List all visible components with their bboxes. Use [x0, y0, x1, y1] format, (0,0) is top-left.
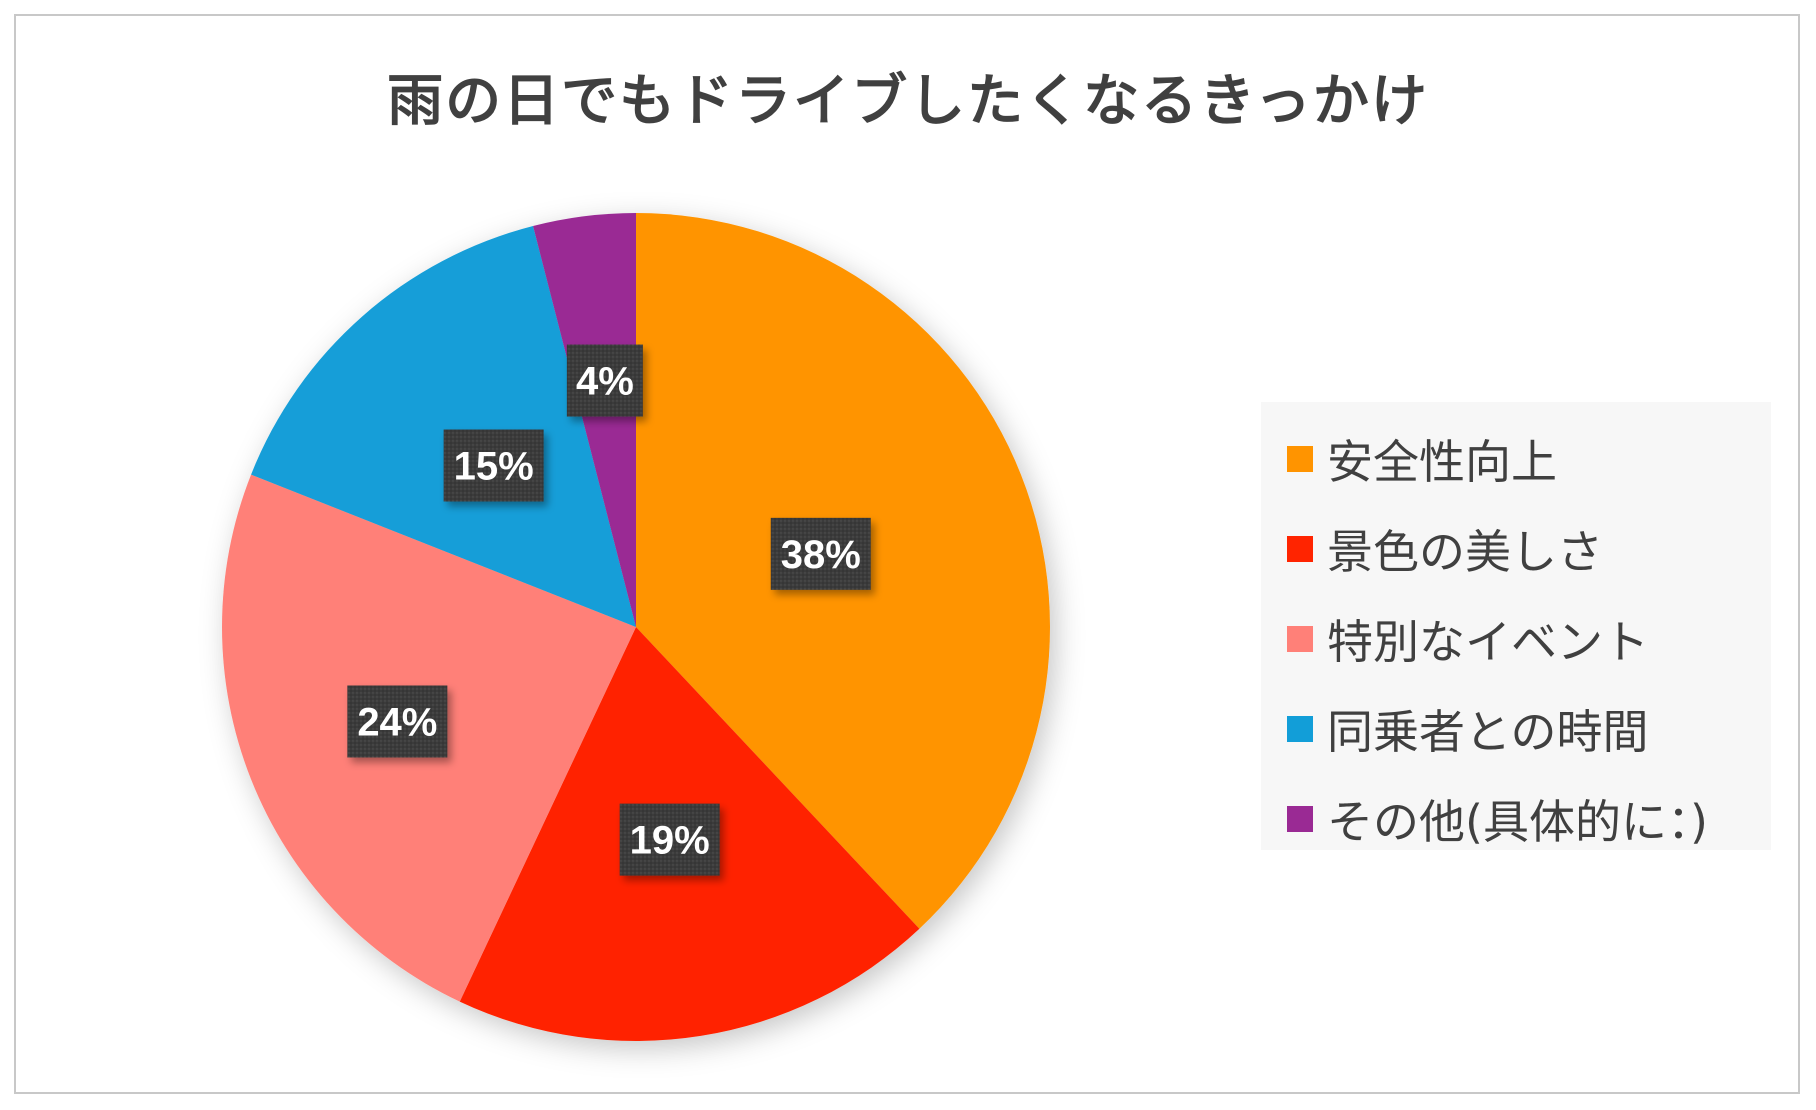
legend-swatch-5: [1287, 806, 1313, 832]
data-label-3: 24%: [347, 685, 448, 758]
legend-item-1: 安全性向上: [1261, 414, 1771, 504]
data-label-2: 19%: [619, 803, 720, 876]
chart-title: 雨の日でもドライブしたくなるきっかけ: [387, 69, 1429, 134]
data-label-5: 4%: [566, 344, 643, 417]
data-label-4: 15%: [443, 429, 544, 502]
chart-legend: 安全性向上景色の美しさ 特別なイベント 同乗者との時間その他(具体的に：): [1261, 402, 1771, 850]
legend-label-4: 同乗者との時間: [1327, 705, 1649, 759]
pie-slice-4: [251, 226, 636, 627]
data-label-text-3: 24%: [357, 700, 437, 744]
legend-swatch-2: [1287, 536, 1313, 562]
data-label-text-4: 15%: [454, 445, 534, 489]
legend-item-5: その他(具体的に：): [1261, 774, 1771, 864]
data-label-box-3: [347, 685, 448, 758]
legend-item-4: 同乗者との時間: [1261, 684, 1771, 774]
data-label-box-4: [443, 429, 544, 502]
data-label-box-2: [619, 803, 720, 876]
data-label-text-2: 19%: [630, 819, 710, 863]
legend-label-5: その他(具体的に：): [1327, 795, 1708, 849]
legend-label-2: 景色の美しさ: [1327, 525, 1603, 579]
data-label-box-1: [770, 517, 871, 590]
legend-swatch-1: [1287, 446, 1313, 472]
data-label-box-5: [566, 344, 643, 417]
legend-swatch-3: [1287, 626, 1313, 652]
legend-label-1: 安全性向上: [1327, 435, 1557, 489]
legend-item-3: 特別なイベント: [1261, 594, 1771, 684]
legend-label-3: 特別なイベント: [1327, 615, 1649, 669]
legend-item-2: 景色の美しさ: [1261, 504, 1771, 594]
legend-swatch-4: [1287, 716, 1313, 742]
pie-slice-5: [533, 213, 636, 627]
data-label-text-5: 4%: [576, 360, 634, 404]
data-label-text-1: 38%: [781, 533, 861, 577]
data-label-1: 38%: [770, 517, 871, 590]
